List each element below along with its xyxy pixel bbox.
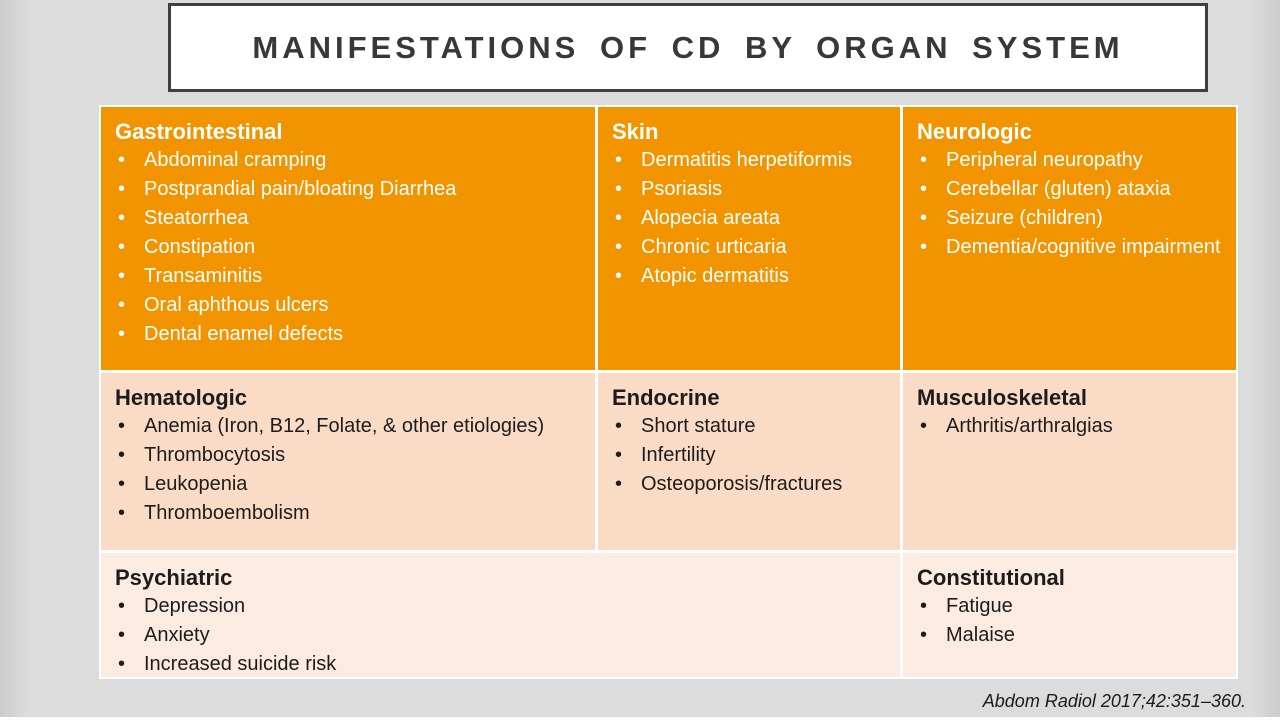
cell-skin: Skin Dermatitis herpetiformisPsoriasisAl… — [598, 107, 900, 370]
cell-endocrine: Endocrine Short statureInfertilityOsteop… — [598, 373, 900, 550]
bullet-item: Alopecia areata — [612, 204, 886, 233]
slide-title: MANIFESTATIONS OF CD BY ORGAN SYSTEM — [252, 29, 1124, 65]
cell-musculoskeletal: Musculoskeletal Arthritis/arthralgias — [903, 373, 1236, 550]
bullet-list-musculoskeletal: Arthritis/arthralgias — [917, 412, 1222, 441]
cell-psychiatric: Psychiatric DepressionAnxietyIncreased s… — [101, 553, 900, 677]
bullet-item: Dermatitis herpetiformis — [612, 146, 886, 175]
title-box: MANIFESTATIONS OF CD BY ORGAN SYSTEM — [168, 3, 1208, 92]
cell-neurologic: Neurologic Peripheral neuropathyCerebell… — [903, 107, 1236, 370]
bullet-item: Depression — [115, 592, 886, 621]
bullet-item: Dementia/cognitive impairment — [917, 233, 1222, 262]
bullet-item: Constipation — [115, 233, 581, 262]
bullet-item: Abdominal cramping — [115, 146, 581, 175]
bullet-list-psychiatric: DepressionAnxietyIncreased suicide risk — [115, 592, 886, 677]
manifestations-table: Gastrointestinal Abdominal crampingPostp… — [99, 105, 1238, 679]
bullet-item: Dental enamel defects — [115, 320, 581, 349]
cell-header-hematologic: Hematologic — [115, 385, 248, 410]
bullet-list-gastrointestinal: Abdominal crampingPostprandial pain/bloa… — [115, 146, 581, 349]
bullet-list-hematologic: Anemia (Iron, B12, Folate, & other etiol… — [115, 412, 581, 528]
cell-header-constitutional: Constitutional — [917, 565, 1065, 590]
bullet-list-neurologic: Peripheral neuropathyCerebellar (gluten)… — [917, 146, 1222, 262]
cell-gastrointestinal: Gastrointestinal Abdominal crampingPostp… — [101, 107, 595, 370]
cell-header-neurologic: Neurologic — [917, 119, 1032, 144]
bullet-item: Psoriasis — [612, 175, 886, 204]
bullet-item: Short stature — [612, 412, 886, 441]
bullet-item: Seizure (children) — [917, 204, 1222, 233]
bullet-item: Arthritis/arthralgias — [917, 412, 1222, 441]
bullet-item: Leukopenia — [115, 470, 581, 499]
bullet-item: Oral aphthous ulcers — [115, 291, 581, 320]
bullet-item: Malaise — [917, 621, 1222, 650]
bullet-item: Fatigue — [917, 592, 1222, 621]
bullet-item: Chronic urticaria — [612, 233, 886, 262]
cell-hematologic: Hematologic Anemia (Iron, B12, Folate, &… — [101, 373, 595, 550]
bullet-item: Thrombocytosis — [115, 441, 581, 470]
bullet-item: Cerebellar (gluten) ataxia — [917, 175, 1222, 204]
slide-bottom-edge — [0, 717, 1280, 720]
bullet-item: Atopic dermatitis — [612, 262, 886, 291]
bullet-item: Anemia (Iron, B12, Folate, & other etiol… — [115, 412, 581, 441]
bullet-item: Peripheral neuropathy — [917, 146, 1222, 175]
cell-constitutional: Constitutional FatigueMalaise — [903, 553, 1236, 677]
bullet-item: Anxiety — [115, 621, 886, 650]
cell-header-gastrointestinal: Gastrointestinal — [115, 119, 283, 144]
bullet-list-constitutional: FatigueMalaise — [917, 592, 1222, 650]
cell-header-skin: Skin — [612, 119, 659, 144]
bullet-list-endocrine: Short statureInfertilityOsteoporosis/fra… — [612, 412, 886, 499]
bullet-item: Infertility — [612, 441, 886, 470]
cell-header-endocrine: Endocrine — [612, 385, 720, 410]
bullet-item: Transaminitis — [115, 262, 581, 291]
bullet-item: Osteoporosis/fractures — [612, 470, 886, 499]
cell-header-psychiatric: Psychiatric — [115, 565, 233, 590]
bullet-item: Increased suicide risk — [115, 650, 886, 677]
bullet-list-skin: Dermatitis herpetiformisPsoriasisAlopeci… — [612, 146, 886, 291]
bullet-item: Steatorrhea — [115, 204, 581, 233]
citation: Abdom Radiol 2017;42:351–360. — [982, 691, 1246, 711]
bullet-item: Postprandial pain/bloating Diarrhea — [115, 175, 581, 204]
cell-header-musculoskeletal: Musculoskeletal — [917, 385, 1087, 410]
bullet-item: Thromboembolism — [115, 499, 581, 528]
